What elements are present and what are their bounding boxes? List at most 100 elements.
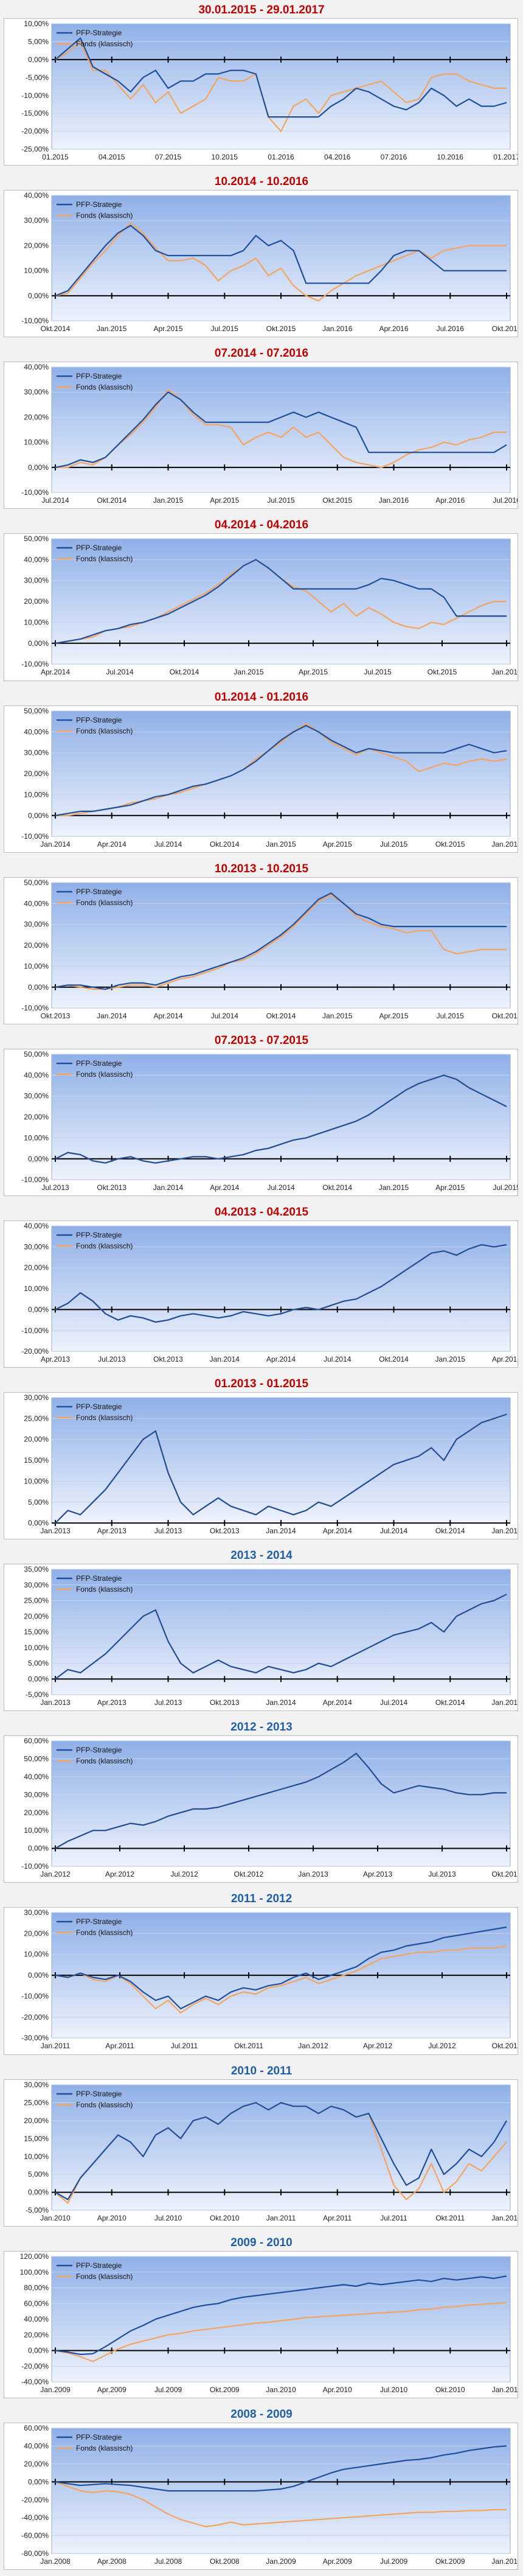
x-tick-label: Okt.2016	[492, 324, 518, 333]
y-tick-label: -10,00%	[21, 832, 49, 841]
y-tick-label: -10,00%	[21, 317, 49, 325]
chart-block: 2009 - 2010 120,00% 100,00% 80,00% 60,00% 40,…	[0, 2233, 523, 2404]
x-tick-label: Okt.2013	[41, 1012, 71, 1020]
y-tick-label: 25,00%	[24, 1597, 49, 1605]
series-line-fonds-klassisch	[55, 222, 507, 302]
x-tick-label: Jan.2016	[322, 324, 353, 333]
chart-block: 10.2014 - 10.2016 40,00% 30,00% 20,00% 10,00…	[0, 172, 523, 343]
y-tick-label: 10,00%	[24, 1133, 49, 1142]
y-tick-label: 30,00%	[24, 920, 49, 928]
x-tick-label: Okt.2012	[492, 2042, 518, 2051]
y-tick-label: -40,00%	[21, 2513, 49, 2522]
x-tick-label: Jul.2013	[41, 1183, 69, 1192]
y-tick-label: 10,00%	[24, 618, 49, 627]
x-tick-label: Okt.2014	[170, 668, 199, 677]
legend-label: Fonds (klassisch)	[76, 2272, 133, 2281]
legend-label: PFP-Strategie	[76, 2433, 122, 2441]
x-tick-label: Apr.2016	[379, 324, 408, 333]
x-tick-label: Okt.2009	[210, 2385, 240, 2394]
y-tick-label: -20,00%	[21, 2013, 49, 2021]
y-tick-label: -20,00%	[21, 2496, 49, 2504]
legend-label: PFP-Strategie	[76, 1059, 122, 1068]
chart-title: 01.2014 - 01.2016	[214, 690, 309, 704]
legend-label: PFP-Strategie	[76, 2090, 122, 2098]
x-tick-label: Okt.2014	[266, 1012, 296, 1020]
series-line-fonds-klassisch	[55, 723, 507, 816]
x-tick-label: Jul.2014	[267, 1183, 295, 1192]
x-tick-label: Okt.2011	[234, 2042, 263, 2051]
line-chart: 60,00% 40,00% 20,00% 0,00% -20,00% -40,00% -60…	[21, 2424, 518, 2566]
x-tick-label: Jan.2009	[40, 2385, 71, 2394]
y-tick-label: 10,00%	[24, 962, 49, 970]
x-tick-label: Jul.2011	[171, 2042, 198, 2051]
x-tick-label: Okt.2014	[97, 496, 126, 505]
x-tick-label: Okt.2011	[435, 2214, 465, 2222]
y-tick-label: 20,00%	[24, 2116, 49, 2124]
x-tick-label: Jul.2014	[380, 1527, 408, 1535]
x-tick-label: Jan.2012	[298, 2042, 328, 2051]
plot-area	[51, 195, 511, 321]
y-tick-label: 0,00%	[28, 639, 49, 648]
series-line-fonds-klassisch	[55, 41, 507, 132]
y-tick-label: 10,00%	[24, 1950, 49, 1959]
series-line-fonds-klassisch	[55, 894, 507, 990]
x-tick-label: Apr.2013	[41, 1355, 70, 1363]
x-tick-label: Okt.2008	[210, 2557, 240, 2566]
line-chart: 35,00% 30,00% 25,00% 20,00% 15,00% 10,00% 5,00…	[24, 1565, 518, 1707]
x-tick-label: Apr.2010	[97, 2214, 126, 2222]
chart-frame: 30,00% 25,00% 20,00% 15,00% 10,00% 5,00% 0,00%…	[4, 2079, 518, 2227]
y-tick-label: 0,00%	[28, 1844, 49, 1853]
x-tick-label: 10.2016	[437, 153, 464, 161]
x-tick-label: Jul.2015	[437, 1012, 465, 1020]
y-tick-label: 50,00%	[24, 534, 49, 543]
y-tick-label: 50,00%	[24, 1050, 49, 1059]
x-tick-label: Jan.2015	[97, 324, 127, 333]
chart-block: 30.01.2015 - 29.01.2017 10,00% 5,00% 0,00% -…	[0, 0, 523, 172]
x-tick-label: 04.2015	[99, 153, 125, 161]
y-tick-label: 40,00%	[24, 363, 49, 371]
y-tick-label: 40,00%	[24, 191, 49, 200]
y-tick-label: 30,00%	[24, 216, 49, 225]
chart-frame: 40,00% 30,00% 20,00% 10,00% 0,00% -10,00% Okt.…	[4, 190, 518, 338]
line-chart: 50,00% 40,00% 30,00% 20,00% 10,00% 0,00% -10,0…	[21, 534, 518, 677]
y-tick-label: 40,00%	[24, 1071, 49, 1079]
y-tick-label: 50,00%	[24, 1755, 49, 1763]
x-tick-label: Jul.2010	[380, 2385, 408, 2394]
x-tick-label: Apr.2015	[323, 840, 352, 849]
y-tick-label: 35,00%	[24, 1565, 49, 1573]
x-tick-label: Jan.2008	[40, 2557, 71, 2566]
y-tick-label: 60,00%	[24, 2299, 49, 2308]
chart-frame: 60,00% 40,00% 20,00% 0,00% -20,00% -40,00% -60…	[4, 2422, 518, 2570]
y-tick-label: 20,00%	[24, 413, 49, 422]
y-tick-label: 40,00%	[24, 1773, 49, 1781]
chart-title: 04.2014 - 04.2016	[214, 519, 309, 532]
y-tick-label: 20,00%	[24, 1930, 49, 1938]
y-tick-label: 10,00%	[24, 1643, 49, 1652]
y-tick-label: 15,00%	[24, 2134, 49, 2143]
x-tick-label: Apr.2014	[323, 1527, 352, 1535]
line-chart: 10,00% 5,00% 0,00% -5,00% -10,00% -15,00% -20,…	[21, 19, 518, 161]
x-tick-label: Okt.2010	[435, 2385, 465, 2394]
y-tick-label: 0,00%	[28, 1972, 49, 1980]
chart-title: 04.2013 - 04.2015	[214, 1205, 309, 1219]
y-tick-label: 0,00%	[28, 1155, 49, 1163]
legend-label: PFP-Strategie	[76, 887, 122, 896]
series-line-pfp-strategie	[55, 1752, 507, 1849]
y-tick-label: 120,00%	[20, 2252, 49, 2261]
x-tick-label: Okt.2014	[322, 1183, 352, 1192]
chart-frame: 30,00% 20,00% 10,00% 0,00% -10,00% -20,00% -30…	[4, 1907, 518, 2055]
y-tick-label: 10,00%	[24, 2152, 49, 2160]
chart-frame: 60,00% 50,00% 40,00% 30,00% 20,00% 10,00% 0,00…	[4, 1735, 518, 1883]
y-tick-label: 0,00%	[28, 55, 49, 64]
x-tick-label: Okt.2015	[435, 840, 465, 849]
y-tick-label: 30,00%	[24, 2081, 49, 2089]
legend-label: PFP-Strategie	[76, 2261, 122, 2270]
legend-label: Fonds (klassisch)	[76, 555, 133, 563]
x-tick-label: Okt.2010	[210, 2214, 240, 2222]
y-tick-label: 0,00%	[28, 1519, 49, 1527]
x-tick-label: Apr.2015	[492, 1355, 518, 1363]
x-tick-label: Jul.2013	[154, 1698, 182, 1707]
y-tick-label: 30,00%	[24, 1908, 49, 1917]
y-tick-label: 20,00%	[24, 1264, 49, 1272]
